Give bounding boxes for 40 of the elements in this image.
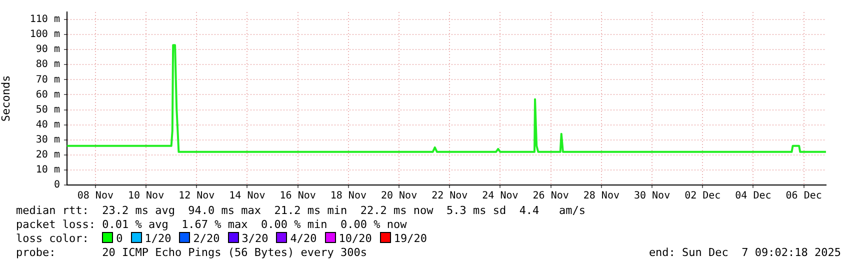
x-tick-label: 12 Nov [178,190,215,202]
y-tick-label: 40 m [36,119,60,130]
text: end: Sun Dec 7 09:02:18 2025 [648,246,841,260]
x-tick-label: 06 Dec [786,190,822,202]
x-tick-label: 02 Dec [684,190,721,202]
y-axis-title: Seconds [0,75,12,122]
text: median rtt: 23.2 ms avg 94.0 ms max 21.2 ms min 22.2 ms now 5.3 ms sd 4.4 am/s [16,204,586,218]
text: 2/20 [193,232,220,245]
text: packet loss: 0.01 % avg 1.67 % max 0.00 % min 0.00 % now [16,218,407,232]
x-tick-label: 18 Nov [330,190,366,202]
y-tick-label: 60 m [36,89,60,100]
x-tick-label: 26 Nov [532,190,569,202]
text: 0 [116,232,123,245]
x-tick-label: 14 Nov [229,190,266,202]
y-tick-label: 90 m [36,44,60,56]
x-tick-label: 16 Nov [280,190,316,202]
y-tick-label: 100 m [30,29,60,40]
x-tick-label: 04 Dec [735,190,772,202]
text: 19/20 [394,232,427,245]
y-tick-label: 0 [54,180,60,191]
text: 1/20 [144,232,172,245]
y-tick-label: 110 m [30,14,60,26]
x-tick-label: 20 Nov [380,190,418,202]
y-tick-label: 30 m [36,134,60,146]
x-tick-label: 22 Nov [432,190,468,202]
text: 4/20 [290,232,317,245]
y-tick-label: 80 m [36,59,60,70]
x-tick-label: 24 Nov [482,190,518,202]
y-tick-label: 10 m [36,164,60,176]
text: 3/20 [242,232,268,245]
x-tick-label: 30 Nov [634,190,670,202]
y-tick-label: 50 m [36,104,60,116]
text: loss color: [16,232,90,245]
x-tick-label: 10 Nov [128,190,164,202]
text: 10/20 [338,232,372,245]
y-tick-label: 70 m [36,74,60,86]
text: probe: 20 ICMP Echo Pings (56 Bytes) every 300s [16,246,367,260]
x-tick-label: 08 Nov [77,190,114,202]
y-tick-label: 20 m [36,150,60,161]
x-tick-label: 28 Nov [583,190,620,202]
